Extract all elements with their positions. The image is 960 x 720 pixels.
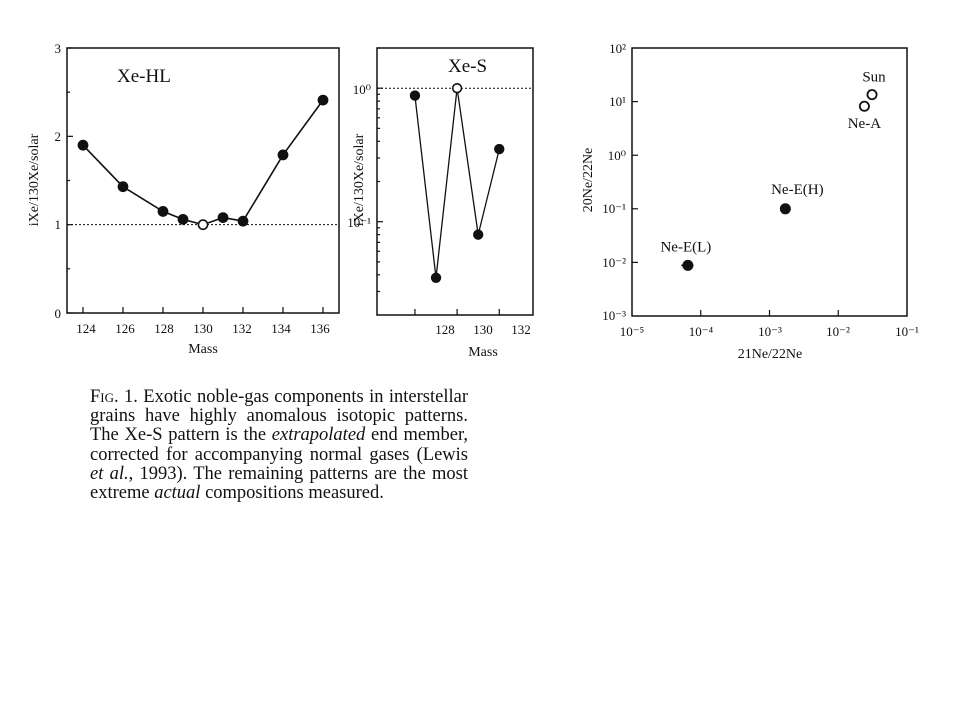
- panel-ne-xtick-4: 10⁻¹: [895, 324, 919, 339]
- panel-ne-point-label: Sun: [862, 70, 886, 86]
- panel-xe-s-point: [451, 82, 463, 94]
- panel-xe-s-title: Xe-S: [448, 56, 487, 77]
- panel-ne-ytick-0: 10²: [609, 41, 626, 56]
- panel-xe-hl-ytick-3: 3: [55, 41, 62, 56]
- panel-xe-hl-title: Xe-HL: [117, 66, 171, 87]
- panel-ne-ylabel: 20Ne/22Ne: [581, 148, 596, 213]
- panel-xe-hl-point: [197, 219, 209, 231]
- panel-ne-point-label: Ne-A: [848, 116, 881, 132]
- panel-xe-hl-ticks: [67, 47, 324, 314]
- panel-xe-hl-xtick-1: 126: [115, 321, 135, 336]
- caption-text-4: compositions measured.: [200, 483, 384, 504]
- panel-xe-s-series: [409, 82, 505, 283]
- panel-xe-hl-xtick-6: 136: [310, 321, 330, 336]
- panel-xe-hl: Xe-HL 0 1 2 3 124 126 128 130 132 134 13…: [27, 41, 340, 357]
- panel-xe-hl-line: [82, 99, 324, 226]
- panel-xe-s-point: [494, 143, 505, 155]
- panel-ne-point: [682, 259, 694, 271]
- panel-xe-hl-point: [177, 213, 189, 225]
- panel-xe-s-ytick-1: 10⁻¹: [347, 215, 371, 230]
- panel-xe-hl-xtick-3: 130: [193, 321, 213, 336]
- panel-ne-xtick-2: 10⁻³: [758, 324, 782, 339]
- panel-xe-hl-point: [157, 206, 169, 217]
- panel-xe-hl-point: [117, 181, 129, 193]
- panel-xe-hl-ytick-1: 1: [55, 217, 62, 232]
- panel-xe-hl-ytick-0: 0: [55, 306, 62, 321]
- panel-ne-ticks: [632, 100, 839, 316]
- figure-caption: Fig. 1. Exotic noble-gas components in i…: [90, 387, 468, 504]
- panel-ne-xtick-0: 10⁻⁵: [620, 324, 644, 339]
- panel-xe-hl-xtick-2: 128: [154, 321, 174, 336]
- caption-italic-extrapolated: extrapolated: [271, 425, 366, 446]
- panel-xe-s-point: [472, 229, 484, 240]
- caption-text-3: , 1993). The remaining patterns are the …: [90, 463, 468, 504]
- panel-ne: 10² 10¹ 10⁰ 10⁻¹ 10⁻² 10⁻³ 10⁻⁵ 10⁻⁴ 10⁻…: [581, 41, 919, 362]
- caption-text-1: Exotic noble-gas components in interstel…: [90, 387, 468, 446]
- panel-xe-s-xtick-2: 132: [511, 322, 531, 337]
- panel-xe-hl-xtick-4: 132: [232, 321, 252, 336]
- panel-xe-hl-point: [77, 139, 89, 151]
- panel-xe-hl-xtick-5: 134: [271, 321, 291, 336]
- panel-xe-hl-xtick-0: 124: [76, 321, 96, 336]
- panel-xe-s: Xe-S 10⁰ 10⁻¹ 128 130 132 Mass iXe/130Xe…: [347, 47, 534, 360]
- caption-italic-et-al: et al.: [90, 463, 129, 484]
- panel-xe-hl-series: [77, 94, 329, 231]
- caption-italic-actual: actual: [154, 483, 201, 504]
- panel-ne-point-label: Ne-E(L): [660, 239, 711, 255]
- panel-xe-s-ytick-0: 10⁰: [353, 82, 371, 97]
- panel-ne-xtick-3: 10⁻²: [826, 324, 850, 339]
- panel-xe-s-ticks: [377, 47, 500, 315]
- panel-xe-s-xtick-1: 130: [473, 322, 493, 337]
- panel-ne-point: [779, 203, 791, 215]
- panel-xe-hl-point: [217, 212, 229, 223]
- panel-ne-point: [858, 100, 870, 112]
- panel-xe-s-point: [409, 90, 421, 101]
- panel-ne-points: Sun Ne-A Ne-E(H) Ne-E(L): [660, 70, 886, 271]
- caption-figure-number: Fig. 1.: [90, 387, 138, 407]
- panel-xe-s-ylabel: iXe/130Xe/solar: [352, 133, 367, 226]
- panel-ne-ytick-1: 10¹: [609, 94, 626, 109]
- panel-xe-s-line: [414, 88, 500, 278]
- panel-xe-hl-frame: [66, 47, 340, 314]
- panel-ne-xtick-1: 10⁻⁴: [689, 324, 714, 339]
- panel-ne-ytick-5: 10⁻³: [602, 308, 626, 323]
- panel-xe-hl-ytick-2: 2: [55, 129, 62, 144]
- panel-ne-ytick-4: 10⁻²: [602, 255, 626, 270]
- panel-ne-ytick-2: 10⁰: [608, 148, 626, 163]
- panel-ne-frame: [631, 47, 908, 317]
- panel-xe-hl-point: [237, 215, 249, 227]
- panel-xe-hl-point: [317, 94, 329, 106]
- panel-ne-xlabel: 21Ne/22Ne: [738, 347, 803, 362]
- panel-ne-point: [866, 89, 878, 101]
- caption-text-2: end member, corrected for accompanying n…: [90, 425, 468, 465]
- panel-ne-ytick-3: 10⁻¹: [602, 201, 626, 216]
- panel-xe-hl-xlabel: Mass: [188, 342, 218, 357]
- panel-xe-s-xlabel: Mass: [468, 345, 498, 360]
- panel-xe-hl-point: [277, 149, 289, 161]
- panel-xe-s-xtick-0: 128: [435, 322, 455, 337]
- panel-xe-s-point: [430, 272, 442, 283]
- panel-ne-point-label: Ne-E(H): [771, 182, 823, 198]
- panel-xe-hl-ylabel: iXe/130Xe/solar: [27, 133, 42, 226]
